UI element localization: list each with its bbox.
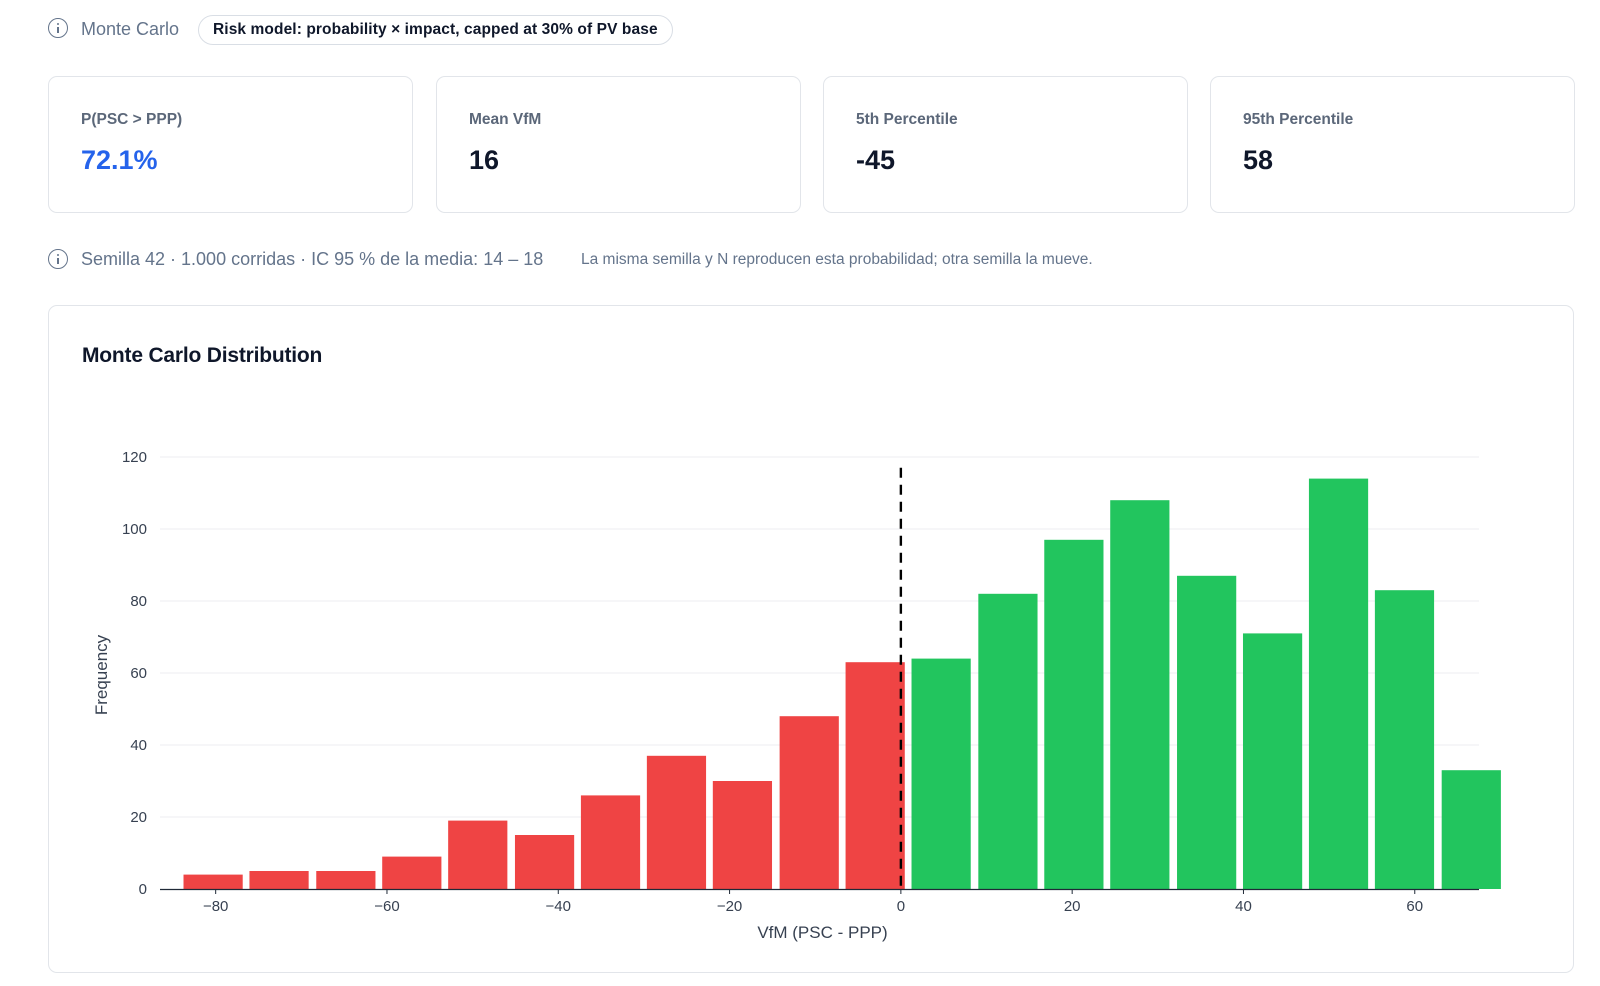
x-tick-label: −20	[717, 898, 742, 915]
histogram-bar	[712, 781, 773, 889]
histogram-bar	[1177, 575, 1237, 889]
histogram-bar	[448, 820, 508, 889]
seed-note: La misma semilla y N reproducen esta pro…	[581, 251, 1093, 268]
kpi-value: 58	[1243, 145, 1274, 175]
histogram-bar	[1441, 770, 1501, 889]
x-axis-title: VfM (PSC - PPP)	[757, 923, 887, 942]
histogram-bar	[249, 871, 309, 889]
y-axis-title: Frequency	[92, 634, 111, 715]
histogram-bar	[1242, 633, 1303, 889]
kpi-card-probability: P(PSC > PPP) 72.1%	[48, 76, 413, 213]
histogram-bar	[845, 662, 905, 889]
histogram-bar	[382, 856, 442, 889]
section-label: Monte Carlo	[81, 19, 180, 39]
histogram-bar	[646, 755, 707, 889]
kpi-label: P(PSC > PPP)	[81, 111, 183, 128]
y-tick-label: 100	[122, 521, 147, 538]
histogram-bar	[911, 658, 971, 889]
histogram-bar	[1374, 590, 1435, 889]
chart-title: Monte Carlo Distribution	[82, 344, 323, 367]
y-tick-label: 0	[139, 881, 147, 898]
kpi-value: 72.1%	[81, 145, 158, 175]
histogram-chart: −80 −60 −40 −20 0 20 40 60 0 20 40 60 80 100 120 VfM (P…	[92, 449, 1501, 942]
kpi-card-mean-vfm: Mean VfM 16	[436, 76, 801, 213]
kpi-card-p95: 95th Percentile 58	[1210, 76, 1575, 213]
kpi-card-p5: 5th Percentile -45	[823, 76, 1188, 213]
info-icon	[48, 18, 68, 38]
x-tick-label: 60	[1406, 898, 1423, 915]
histogram-bar	[1044, 539, 1104, 889]
histogram-bar	[183, 874, 243, 889]
info-icon	[48, 249, 68, 269]
histogram-bar	[316, 871, 376, 889]
x-tick-label: 0	[897, 898, 905, 915]
histogram-bar	[580, 795, 641, 889]
kpi-label: Mean VfM	[469, 111, 542, 128]
histogram-bar	[1110, 500, 1170, 889]
x-tick-label: −80	[203, 898, 228, 915]
x-tick-label: −40	[546, 898, 571, 915]
y-tick-label: 60	[130, 665, 147, 682]
histogram-bar	[1308, 478, 1369, 889]
chart-card: Monte Carlo Distribution −80 −60 −40 −20 0 20…	[48, 305, 1574, 973]
y-tick-label: 80	[130, 593, 147, 610]
kpi-value: 16	[469, 145, 500, 175]
x-tick-label: 40	[1235, 898, 1252, 915]
kpi-value: -45	[856, 145, 896, 175]
x-tick-label: −60	[374, 898, 399, 915]
histogram-bar	[514, 835, 575, 889]
y-tick-label: 20	[130, 809, 147, 826]
kpi-label: 5th Percentile	[856, 111, 958, 128]
x-tick-label: 20	[1064, 898, 1081, 915]
risk-model-badge: Risk model: probability × impact, capped…	[198, 15, 673, 45]
y-tick-label: 40	[130, 737, 147, 754]
histogram-bar	[779, 716, 839, 889]
kpi-label: 95th Percentile	[1243, 111, 1354, 128]
histogram-bar	[978, 593, 1038, 889]
y-tick-label: 120	[122, 449, 147, 466]
seed-summary: Semilla 42 · 1.000 corridas · IC 95 % de…	[81, 249, 544, 269]
